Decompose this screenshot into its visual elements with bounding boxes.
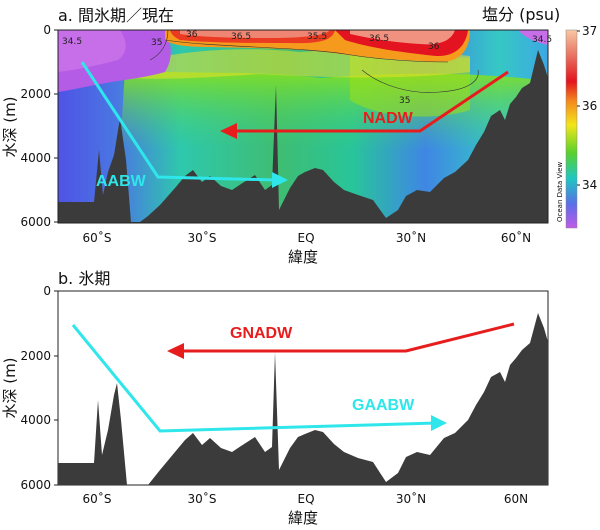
x-tick-label: 30˚N bbox=[396, 491, 426, 506]
y-tick-label: 2000 bbox=[20, 87, 51, 101]
y-tick-label: 6000 bbox=[20, 478, 51, 492]
panel-a-title: a. 間氷期／現在 bbox=[58, 6, 174, 25]
x-tick-label: 30˚S bbox=[188, 491, 217, 506]
colorbar-credit: Ocean Data View bbox=[556, 162, 564, 222]
panel-a-x-axis: 60˚S 30˚S EQ 30˚N 60˚N 緯度 bbox=[83, 230, 532, 266]
gnadw-label: GNADW bbox=[230, 325, 293, 342]
x-tick-label: 30˚S bbox=[188, 230, 217, 245]
x-tick-label: EQ bbox=[297, 231, 314, 245]
x-tick-label: 60˚S bbox=[83, 230, 112, 245]
panel-a-xlabel: 緯度 bbox=[288, 248, 318, 266]
panel-a-y-axis: 0 2000 4000 6000 水深 (m) bbox=[1, 23, 58, 229]
y-tick-label: 4000 bbox=[20, 413, 51, 427]
aabw-arrowhead bbox=[272, 172, 288, 188]
panel-b-y-axis: 0 2000 4000 6000 水深 (m) bbox=[1, 284, 58, 492]
salinity-field bbox=[58, 30, 548, 223]
contour-label: 34.5 bbox=[532, 35, 552, 45]
nadw-arrowhead bbox=[220, 123, 237, 139]
y-tick-label: 0 bbox=[43, 284, 51, 298]
seafloor-b bbox=[58, 313, 548, 485]
colorbar-gradient bbox=[565, 29, 578, 229]
x-tick-label: EQ bbox=[297, 492, 314, 506]
contour-label: 36.5 bbox=[231, 32, 251, 42]
gnadw-arrowhead bbox=[167, 343, 184, 359]
panel-b-ylabel: 水深 (m) bbox=[1, 357, 19, 418]
contour-label: 35 bbox=[151, 38, 162, 48]
panel-b: b. 氷期 GAABW GNADW 0 2000 4000 6000 水深 (m… bbox=[1, 269, 549, 527]
contour-label: 35 bbox=[399, 96, 410, 106]
x-tick-label: 30˚N bbox=[396, 230, 426, 245]
aabw-label: AABW bbox=[96, 173, 147, 190]
y-tick-label: 0 bbox=[43, 23, 51, 37]
contour-label: 35.5 bbox=[307, 32, 327, 42]
panel-b-title: b. 氷期 bbox=[58, 269, 110, 288]
y-tick-label: 4000 bbox=[20, 151, 51, 165]
gaabw-arrow bbox=[71, 324, 437, 433]
seafloor-a bbox=[58, 50, 548, 223]
x-tick-label: 60˚N bbox=[501, 230, 531, 245]
panel-a: a. 間氷期／現在 34.5 bbox=[1, 5, 597, 266]
colorbar-tick: 34 bbox=[582, 178, 597, 192]
y-tick-label: 6000 bbox=[20, 215, 51, 229]
contour-label: 36.5 bbox=[369, 34, 389, 44]
colorbar-tick: 37 bbox=[582, 24, 597, 38]
gaabw-label: GAABW bbox=[352, 397, 415, 414]
nadw-arrow bbox=[233, 70, 509, 133]
aabw-arrow bbox=[80, 61, 278, 182]
panel-a-ylabel: 水深 (m) bbox=[1, 96, 19, 157]
gnadw-arrow bbox=[180, 322, 515, 353]
panel-b-x-axis: 60˚S 30˚S EQ 30˚N 60N 緯度 bbox=[83, 491, 529, 527]
x-tick-label: 60N bbox=[504, 492, 528, 506]
contour-label: 36 bbox=[428, 42, 440, 52]
x-tick-label: 60˚S bbox=[83, 491, 112, 506]
contour-label: 36 bbox=[186, 30, 198, 40]
panel-b-xlabel: 緯度 bbox=[288, 509, 318, 527]
gaabw-arrowhead bbox=[431, 415, 447, 431]
colorbar-title: 塩分 (psu) bbox=[482, 5, 560, 24]
colorbar-tick: 36 bbox=[582, 99, 597, 113]
contour-label: 34.5 bbox=[62, 37, 82, 47]
salinity-colorbar: 塩分 (psu) 37 36 34 Ocean Data View bbox=[482, 5, 597, 229]
nadw-label: NADW bbox=[363, 110, 414, 127]
y-tick-label: 2000 bbox=[20, 349, 51, 363]
